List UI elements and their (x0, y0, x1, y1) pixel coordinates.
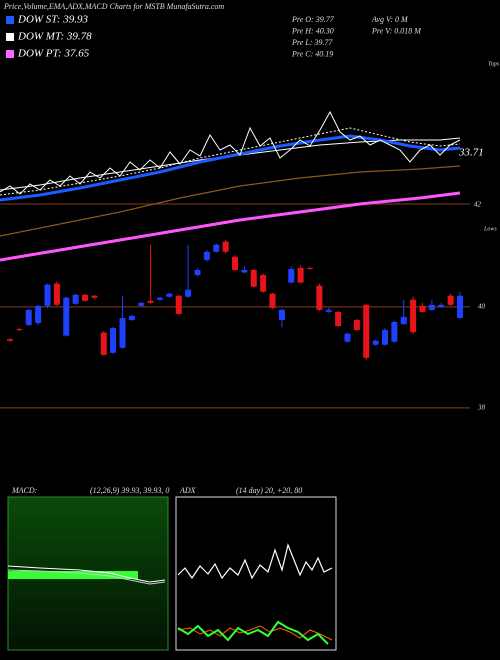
candle-body (260, 275, 267, 292)
candle-body (44, 284, 51, 306)
candle-body (410, 299, 417, 333)
candle-body (335, 311, 342, 327)
y-tick-label: 38 (477, 403, 486, 411)
legend-label: DOW PT: 37.65 (17, 48, 90, 60)
stat: Avg V: 0 M (371, 15, 409, 24)
panel-label: 42 (474, 201, 482, 209)
candle-body (213, 244, 220, 252)
candle-body (278, 309, 285, 320)
adx-line (177, 620, 329, 645)
candle-panel: 38 40 Lows (0, 226, 497, 411)
candle-body (119, 317, 126, 348)
candle-body (447, 295, 454, 305)
candle-body (307, 267, 313, 269)
page-title: Price,Volume,EMA,ADX,MACD Charts for MST… (3, 2, 224, 11)
adx-line (177, 543, 333, 580)
candle-body (382, 330, 388, 345)
candle-body (222, 241, 229, 252)
candle-body (35, 305, 42, 323)
adx-params: (14 day) 20, +20, 80 (236, 486, 302, 495)
y-tick-label: 40 (478, 302, 486, 310)
candle-body (457, 295, 463, 318)
candle-body (203, 251, 210, 260)
candle-body (128, 315, 135, 320)
candle-body (25, 309, 32, 326)
panel-label: Lows (483, 226, 497, 232)
candle-body (297, 267, 304, 283)
candle-body (72, 294, 79, 304)
ema-panel: Tops 33.71 42 (0, 61, 500, 262)
candle-body (250, 269, 257, 287)
candle-body (353, 319, 360, 331)
candle-body (438, 304, 445, 307)
candle-body (232, 256, 238, 270)
candle-body (175, 295, 182, 314)
adx-frame (175, 496, 337, 651)
legend-swatch (6, 16, 14, 24)
macd-params: (12,26,9) 39.93, 39.93, 0 (90, 486, 169, 495)
candle-body (288, 268, 295, 283)
candle-body (157, 297, 163, 300)
candle-body (194, 269, 201, 276)
candle-body (400, 316, 407, 325)
stat: Pre V: 0.018 M (371, 26, 422, 35)
panel-label: Tops (488, 61, 500, 67)
candle-body (344, 333, 351, 342)
candle-body (53, 283, 60, 305)
candle-body (419, 305, 426, 312)
candle-body (185, 289, 192, 297)
ema-line (0, 191, 461, 262)
macd-line (7, 565, 166, 583)
stat: Pre O: 39.77 (291, 15, 335, 24)
candle-body (166, 293, 173, 297)
candle-body (325, 309, 332, 312)
stat: Pre C: 40.19 (291, 49, 333, 58)
macd-histogram (8, 571, 138, 579)
ema-line (0, 165, 461, 237)
candle-body (7, 339, 13, 341)
candle-body (82, 294, 88, 301)
candle-body (110, 328, 117, 353)
stats: Pre O: 39.77 Pre H: 40.30 Pre L: 39.77 Pre … (291, 15, 422, 59)
candle-body (147, 300, 154, 303)
candle-body (391, 321, 398, 342)
legend-swatch (6, 50, 14, 58)
candle-body (269, 293, 276, 308)
candle-body (16, 329, 23, 331)
legend-label: DOW MT: 39.78 (17, 31, 92, 43)
ema-line (0, 134, 461, 202)
adx-panel: ADX (14 day) 20, +20, 80 (175, 486, 337, 651)
price-line (0, 110, 461, 195)
stat: Pre H: 40.30 (291, 26, 334, 35)
candle-body (138, 302, 145, 306)
adx-title: ADX (179, 486, 197, 495)
candle-body (316, 285, 323, 310)
stat: Pre L: 39.77 (291, 38, 333, 47)
candle-body (363, 304, 370, 358)
legend-label: DOW ST: 39.93 (17, 14, 88, 26)
panel-label: 33.71 (458, 147, 484, 159)
candle-body (372, 340, 379, 345)
macd-line (7, 569, 166, 585)
macd-title: MACD: (11, 486, 38, 495)
legend: DOW ST: 39.93 DOW MT: 39.78 DOW PT: 37.65 (6, 14, 92, 60)
legend-swatch (6, 33, 14, 41)
candle-body (63, 297, 70, 336)
candle-body (241, 269, 248, 273)
candle-body (100, 332, 107, 355)
macd-panel: MACD: (12,26,9) 39.93, 39.93, 0 (7, 486, 169, 651)
candle-body (91, 295, 98, 298)
candle-body (428, 304, 435, 310)
